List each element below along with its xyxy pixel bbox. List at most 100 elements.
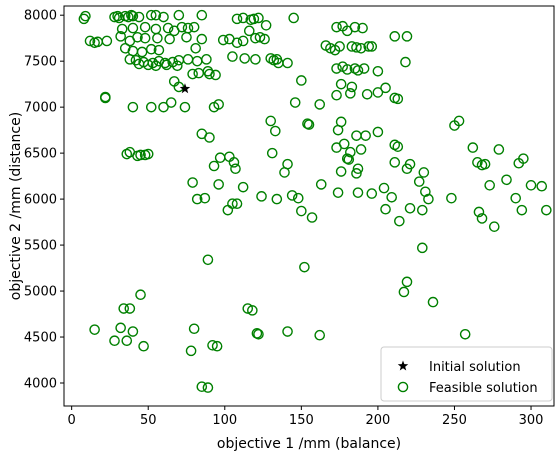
feasible-solution-point [299, 261, 310, 273]
feasible-solution-point [329, 44, 341, 56]
feasible-solution-point [315, 179, 327, 190]
y-tick-label: 5500 [24, 239, 57, 254]
feasible-solution-point [476, 213, 488, 224]
feasible-solution-point [253, 12, 264, 24]
feasible-solution-point [446, 192, 457, 204]
feasible-solution-point [162, 22, 174, 34]
ticks-layer: 0 50 100 150 200 250 300 4000 4500 5000 5500 6000 65… [24, 9, 544, 428]
feasible-solution-point [132, 31, 143, 43]
feasible-solution-point [341, 25, 353, 37]
feasible-solution-point [380, 82, 391, 94]
feasible-solution-point [352, 65, 364, 76]
feasible-solution-point [202, 382, 214, 393]
y-tick-label: 6500 [24, 147, 57, 162]
feasible-solution-point [484, 180, 495, 191]
feasible-solution-point [222, 204, 234, 216]
feasible-solution-point [288, 12, 299, 24]
feasible-solution-point [372, 65, 384, 77]
feasible-solution-point [266, 147, 278, 159]
feasible-solution-point [510, 192, 522, 204]
feasible-solution-point [147, 57, 159, 69]
feasible-solution-point [185, 345, 197, 357]
feasible-solution-point [518, 153, 529, 164]
feasible-solution-point [289, 97, 301, 108]
feasible-solution-point [242, 303, 254, 314]
feasible-solution-point [196, 381, 208, 392]
feasible-solution-point [331, 142, 342, 153]
feasible-solution-point [423, 193, 434, 205]
legend-box [380, 346, 553, 402]
y-tick-label: 6000 [24, 193, 57, 208]
feasible-solution-point [400, 56, 411, 68]
feasible-solution-point [193, 67, 205, 79]
feasible-solution-point [230, 163, 241, 175]
feasible-solution-point [331, 63, 342, 74]
feasible-solution-point [165, 97, 177, 108]
y-tick-label: 7000 [24, 101, 57, 116]
feasible-solution-point [127, 22, 139, 34]
feasible-solution-point [358, 63, 370, 74]
feasible-solution-point [237, 35, 249, 47]
feasible-solution-point [142, 59, 154, 71]
feasible-solution-point [372, 87, 384, 98]
feasible-solution-point [271, 193, 283, 205]
x-axis-label: objective 1 /mm (balance) [217, 436, 401, 452]
y-axis-label: objective 2 /mm (distance) [8, 112, 24, 300]
feasible-solution-point [181, 31, 192, 43]
feasible-solution-point [345, 146, 356, 158]
feasible-solution-point [130, 54, 142, 66]
feasible-solution-point [239, 53, 250, 64]
feasible-solution-point [118, 303, 130, 314]
legend-label-initial: Initial solution [429, 360, 521, 375]
feasible-solution-point [253, 328, 264, 340]
feasible-solution-point [127, 10, 139, 22]
feasible-solution-point [124, 146, 136, 158]
feasible-solution-point [394, 215, 405, 227]
feasible-solution-point [420, 186, 431, 198]
feasible-solution-point [341, 64, 353, 75]
feasible-solution-point [270, 125, 281, 137]
feasible-solution-point [389, 92, 401, 104]
feasible-solution-point [136, 46, 148, 58]
legend: Initial solution Feasible solution [380, 346, 553, 402]
feasible-solution-point [124, 54, 136, 65]
feasible-solution-point [119, 42, 131, 54]
points-layer [78, 9, 552, 393]
feasible-solution-point [213, 179, 224, 190]
feasible-solution-point [501, 174, 512, 186]
feasible-solution-point [341, 153, 353, 164]
feasible-solution-point [392, 141, 404, 152]
feasible-solution-point [161, 59, 172, 71]
feasible-solution-point [345, 88, 356, 99]
y-tick-label: 8000 [24, 9, 57, 24]
feasible-solution-point [207, 340, 218, 351]
feasible-solution-point [135, 289, 146, 301]
feasible-solution-point [196, 9, 208, 21]
feasible-solution-point [150, 60, 162, 72]
feasible-solution-point [516, 204, 528, 216]
feasible-solution-point [251, 328, 263, 339]
feasible-solution-point [417, 204, 428, 216]
feasible-solution-point [351, 42, 362, 53]
feasible-solution-point [335, 166, 347, 177]
feasible-solution-point [260, 20, 272, 31]
feasible-solution-point [191, 193, 203, 205]
feasible-solution-point [210, 69, 221, 81]
feasible-solution-point [303, 119, 315, 130]
feasible-solution-point [493, 144, 505, 155]
feasible-solution-point [360, 130, 371, 141]
feasible-solution-point [352, 163, 364, 175]
y-tick-label: 4500 [24, 331, 57, 346]
feasible-solution-point [153, 44, 165, 56]
feasible-solution-point [237, 181, 249, 193]
feasible-solution-point [282, 158, 293, 170]
y-tick-label: 5000 [24, 285, 57, 300]
x-tick-label: 200 [365, 413, 390, 428]
feasible-solution-point [168, 25, 180, 37]
feasible-solution-point [355, 144, 367, 155]
feasible-solution-point [109, 335, 120, 347]
feasible-solution-point [335, 78, 347, 90]
feasible-solution-point [292, 192, 304, 204]
feasible-solution-point [357, 22, 368, 34]
feasible-solution-point [228, 157, 240, 168]
